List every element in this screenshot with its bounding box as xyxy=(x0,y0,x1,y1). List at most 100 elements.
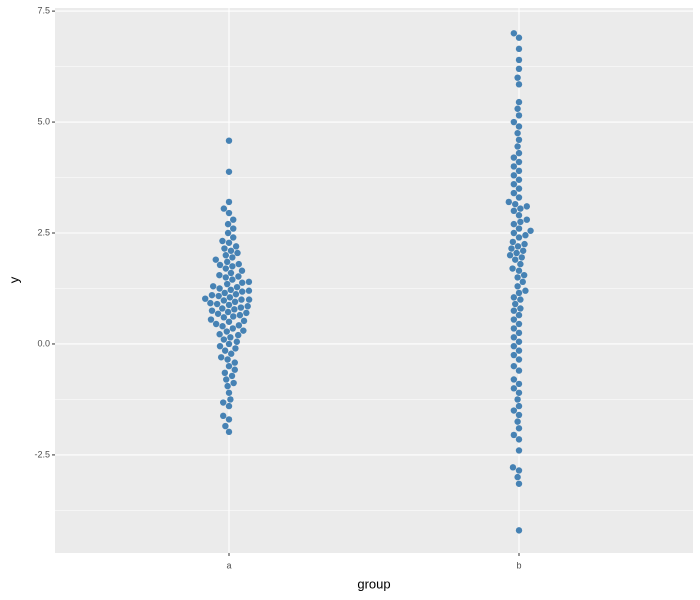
dot xyxy=(515,167,523,175)
dot xyxy=(233,338,241,345)
dot xyxy=(515,56,523,64)
dot xyxy=(219,237,226,245)
dot xyxy=(227,247,235,254)
dot xyxy=(515,447,523,454)
y-tick-label: 2.5 xyxy=(37,227,50,237)
dot xyxy=(220,336,228,343)
dot xyxy=(230,379,237,387)
dot xyxy=(233,283,241,291)
y-tick-label: 7.5 xyxy=(37,5,50,15)
dot xyxy=(223,376,230,383)
dot xyxy=(515,158,523,166)
dot xyxy=(522,287,529,294)
dot xyxy=(515,356,523,363)
dot xyxy=(510,431,518,439)
dot xyxy=(212,320,220,328)
dot xyxy=(514,283,521,290)
dot xyxy=(515,389,523,396)
dot xyxy=(510,207,518,215)
dot xyxy=(515,185,523,192)
x-axis-title: group xyxy=(357,576,390,591)
dot xyxy=(225,318,233,325)
dot xyxy=(224,229,232,237)
dot xyxy=(510,342,518,350)
dot xyxy=(225,239,233,246)
dot xyxy=(212,256,219,263)
dot xyxy=(222,265,230,272)
dot xyxy=(515,123,523,130)
y-tick-label: 0.0 xyxy=(37,338,50,348)
dot xyxy=(514,143,521,150)
dot xyxy=(232,243,240,250)
dot xyxy=(510,189,518,197)
dot xyxy=(202,295,209,302)
dot xyxy=(232,291,240,298)
dot xyxy=(510,334,518,341)
dot xyxy=(510,407,518,414)
dot xyxy=(512,300,519,308)
dot xyxy=(514,396,521,403)
dot xyxy=(217,354,225,361)
dot xyxy=(517,205,524,212)
dot xyxy=(515,45,523,53)
dot xyxy=(515,402,523,410)
dot xyxy=(514,74,521,81)
dot xyxy=(225,168,233,175)
dot xyxy=(510,307,518,314)
dot xyxy=(222,252,230,259)
dot xyxy=(517,260,524,268)
y-axis-title: y xyxy=(6,276,21,283)
dot xyxy=(219,305,226,312)
dot xyxy=(510,154,518,161)
dot xyxy=(240,327,247,334)
dot xyxy=(229,276,236,283)
dot xyxy=(239,288,246,295)
dot xyxy=(510,30,518,37)
dot xyxy=(216,271,223,279)
dot xyxy=(514,243,522,250)
dot xyxy=(228,350,235,357)
dot xyxy=(515,136,523,144)
dot xyxy=(515,347,523,354)
dot xyxy=(225,362,233,370)
dot xyxy=(517,296,524,303)
dot xyxy=(227,269,235,277)
dot xyxy=(515,320,523,328)
dot xyxy=(221,245,228,252)
dot xyxy=(510,180,518,188)
dot xyxy=(216,285,223,292)
dot xyxy=(510,362,518,370)
dot xyxy=(515,411,523,419)
dot xyxy=(515,329,523,337)
dot xyxy=(214,310,222,317)
dot xyxy=(227,334,234,341)
dot xyxy=(225,402,233,410)
dot xyxy=(216,331,223,338)
dot xyxy=(518,254,525,261)
dot xyxy=(515,194,523,201)
dot xyxy=(510,163,518,170)
dot xyxy=(229,325,237,332)
dot xyxy=(515,289,523,297)
dot xyxy=(230,313,237,320)
dot xyxy=(515,234,523,241)
dot xyxy=(236,311,244,319)
dot xyxy=(216,342,224,350)
x-tick-label: a xyxy=(226,560,231,570)
dot xyxy=(216,261,224,269)
dot xyxy=(235,273,242,280)
dot xyxy=(515,267,523,274)
dot xyxy=(515,380,523,388)
dot xyxy=(238,296,245,303)
dot xyxy=(514,105,521,112)
dot xyxy=(209,283,217,290)
dot xyxy=(225,389,233,396)
dot xyxy=(207,299,214,307)
dot xyxy=(230,234,237,241)
dot xyxy=(527,227,534,234)
dot xyxy=(514,418,521,425)
dot xyxy=(225,209,233,217)
dot xyxy=(515,149,523,157)
dot xyxy=(237,304,245,311)
